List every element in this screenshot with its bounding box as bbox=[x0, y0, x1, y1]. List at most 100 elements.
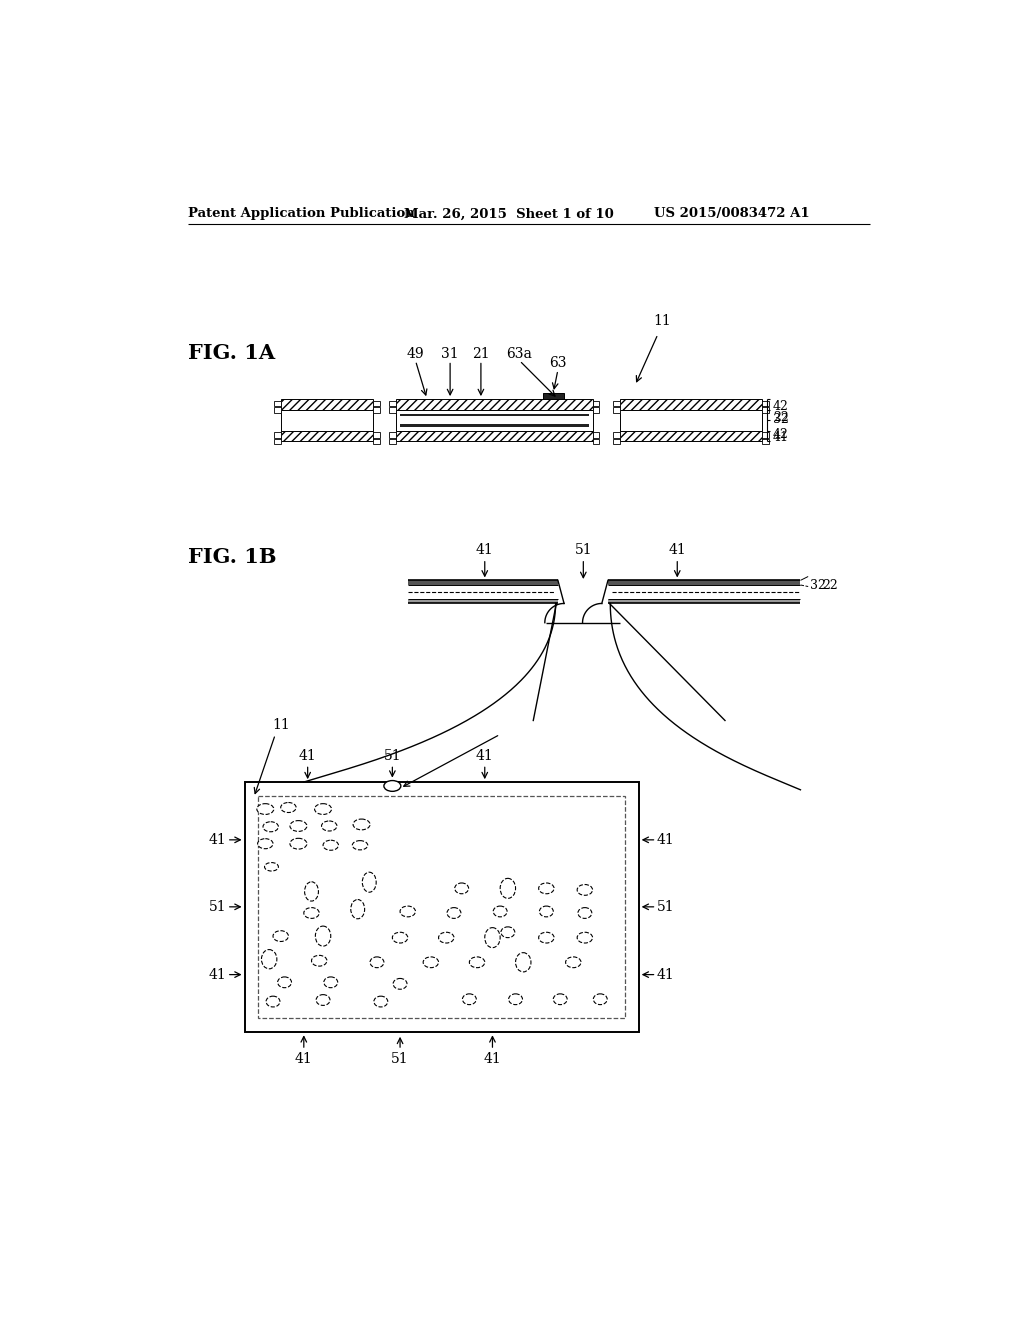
Ellipse shape bbox=[261, 949, 276, 969]
Ellipse shape bbox=[469, 957, 484, 968]
Ellipse shape bbox=[455, 883, 469, 894]
Text: 51: 51 bbox=[209, 900, 226, 913]
Ellipse shape bbox=[264, 862, 279, 871]
Bar bbox=[258, 796, 625, 1019]
Text: 21: 21 bbox=[472, 347, 489, 360]
Ellipse shape bbox=[578, 884, 593, 895]
Ellipse shape bbox=[315, 927, 331, 946]
Text: Mar. 26, 2015  Sheet 1 of 10: Mar. 26, 2015 Sheet 1 of 10 bbox=[403, 207, 613, 220]
Ellipse shape bbox=[281, 803, 296, 813]
Ellipse shape bbox=[290, 821, 307, 832]
Ellipse shape bbox=[351, 899, 365, 919]
Ellipse shape bbox=[540, 906, 553, 917]
Bar bbox=[608, 581, 801, 585]
Ellipse shape bbox=[500, 878, 515, 899]
Ellipse shape bbox=[304, 908, 319, 919]
Text: 22: 22 bbox=[773, 411, 788, 424]
Text: 51: 51 bbox=[574, 544, 592, 557]
Ellipse shape bbox=[324, 977, 338, 987]
Ellipse shape bbox=[392, 932, 408, 942]
Bar bbox=[400, 413, 589, 416]
Ellipse shape bbox=[565, 957, 581, 968]
Ellipse shape bbox=[304, 882, 318, 902]
Bar bbox=[396, 409, 593, 430]
Bar bbox=[612, 432, 620, 437]
Bar bbox=[373, 440, 380, 445]
Bar bbox=[281, 430, 373, 441]
Text: 63a: 63a bbox=[507, 347, 532, 360]
Text: 41: 41 bbox=[209, 833, 226, 847]
Bar bbox=[389, 432, 396, 437]
Ellipse shape bbox=[539, 883, 554, 894]
Ellipse shape bbox=[593, 994, 607, 1005]
Ellipse shape bbox=[362, 873, 376, 892]
Ellipse shape bbox=[273, 931, 289, 941]
Text: 32: 32 bbox=[773, 413, 788, 426]
Bar bbox=[612, 440, 620, 445]
Bar bbox=[620, 399, 762, 409]
Bar bbox=[762, 440, 769, 445]
Text: Patent Application Publication: Patent Application Publication bbox=[188, 207, 415, 220]
Text: 41: 41 bbox=[483, 1052, 502, 1065]
Bar bbox=[396, 399, 593, 409]
Ellipse shape bbox=[323, 841, 339, 850]
Ellipse shape bbox=[578, 908, 592, 919]
Ellipse shape bbox=[578, 932, 593, 942]
Bar bbox=[408, 581, 558, 585]
Bar bbox=[400, 425, 589, 426]
Bar bbox=[593, 440, 599, 445]
Bar bbox=[281, 409, 373, 430]
Ellipse shape bbox=[438, 932, 454, 942]
Text: 42: 42 bbox=[773, 428, 788, 441]
Ellipse shape bbox=[316, 995, 330, 1006]
Text: 41: 41 bbox=[656, 968, 675, 982]
Ellipse shape bbox=[501, 927, 515, 937]
Ellipse shape bbox=[352, 841, 368, 850]
Text: 11: 11 bbox=[653, 314, 671, 327]
Ellipse shape bbox=[257, 804, 273, 814]
Bar bbox=[762, 432, 769, 437]
Bar bbox=[396, 430, 593, 441]
Text: 31: 31 bbox=[441, 347, 459, 360]
Bar bbox=[612, 400, 620, 407]
Text: 41: 41 bbox=[295, 1052, 312, 1065]
Bar bbox=[273, 440, 281, 445]
Text: 51: 51 bbox=[657, 900, 675, 913]
Ellipse shape bbox=[484, 928, 500, 948]
Text: 32: 32 bbox=[810, 578, 825, 591]
Text: 22: 22 bbox=[822, 578, 838, 591]
Bar bbox=[408, 599, 558, 603]
Text: 49: 49 bbox=[407, 347, 424, 360]
Bar bbox=[389, 400, 396, 407]
Ellipse shape bbox=[353, 818, 370, 830]
Ellipse shape bbox=[266, 997, 280, 1007]
Ellipse shape bbox=[400, 906, 416, 917]
Ellipse shape bbox=[311, 956, 327, 966]
Text: 41: 41 bbox=[773, 432, 788, 445]
Ellipse shape bbox=[494, 906, 507, 917]
Ellipse shape bbox=[263, 822, 279, 832]
Bar bbox=[389, 440, 396, 445]
Bar bbox=[273, 432, 281, 437]
Bar bbox=[373, 400, 380, 407]
Ellipse shape bbox=[463, 994, 476, 1005]
Ellipse shape bbox=[314, 804, 332, 814]
Bar bbox=[762, 400, 769, 407]
Ellipse shape bbox=[384, 780, 400, 792]
Bar bbox=[620, 409, 762, 430]
Bar bbox=[593, 432, 599, 437]
Ellipse shape bbox=[423, 957, 438, 968]
Text: 41: 41 bbox=[476, 748, 494, 763]
Ellipse shape bbox=[509, 994, 522, 1005]
Text: 41: 41 bbox=[476, 544, 494, 557]
Ellipse shape bbox=[278, 977, 292, 987]
Text: 63: 63 bbox=[549, 356, 566, 370]
Ellipse shape bbox=[322, 821, 337, 832]
Ellipse shape bbox=[258, 838, 273, 849]
Bar bbox=[593, 408, 599, 413]
Ellipse shape bbox=[290, 838, 307, 849]
Bar bbox=[593, 400, 599, 407]
Text: FIG. 1B: FIG. 1B bbox=[188, 548, 276, 568]
Text: 41: 41 bbox=[656, 833, 675, 847]
Text: 51: 51 bbox=[391, 1052, 409, 1065]
